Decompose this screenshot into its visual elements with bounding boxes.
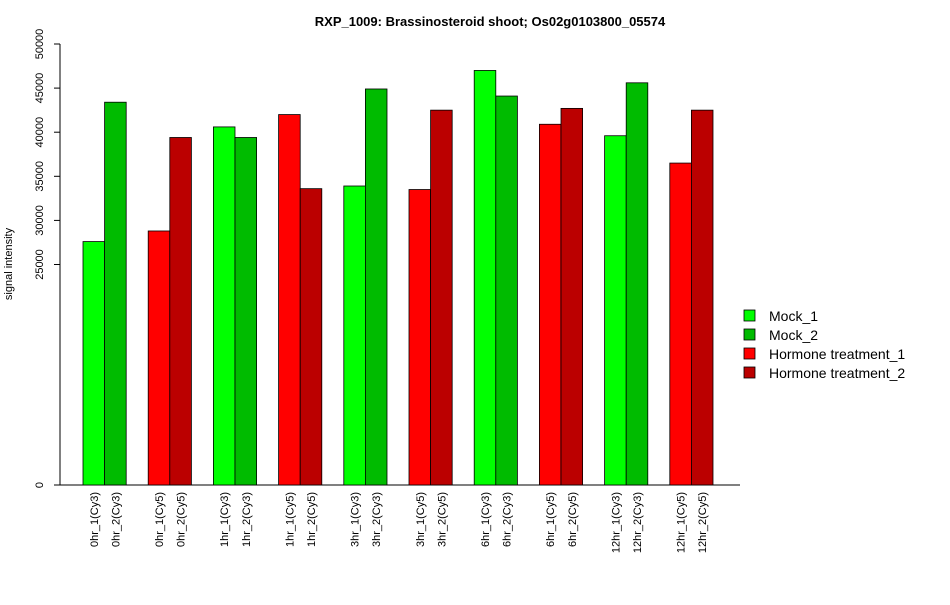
- legend: Mock_1 Mock_2 Hormone treatment_1 Hormone t…: [743, 308, 905, 381]
- category-label: 6hr_2(Cy3): [502, 492, 514, 547]
- y-axis: 0 25000 30000 35000 40000 45000 50000: [34, 29, 61, 488]
- y-tick-label: 45000: [34, 73, 46, 104]
- bar: [430, 109, 453, 486]
- category-label: 3hr_1(Cy3): [350, 492, 362, 547]
- category-label: 12hr_1(Cy3): [610, 492, 622, 553]
- y-tick-label: 25000: [34, 249, 46, 280]
- category-label: 1hr_1(Cy3): [219, 492, 231, 547]
- bar: [604, 135, 627, 486]
- y-tick-label: 40000: [34, 117, 46, 148]
- bar: [169, 137, 192, 486]
- y-axis-label: signal intensity: [3, 227, 15, 300]
- legend-label: Hormone treatment_1: [769, 346, 905, 362]
- bar: [691, 109, 714, 486]
- category-label: 12hr_2(Cy5): [697, 492, 709, 553]
- legend-label: Hormone treatment_2: [769, 365, 905, 381]
- bar: [364, 88, 388, 486]
- bar: [625, 82, 649, 486]
- category-label: 1hr_2(Cy5): [306, 492, 318, 547]
- bar: [408, 189, 432, 486]
- category-label: 0hr_1(Cy3): [89, 492, 101, 547]
- category-label: 0hr_1(Cy5): [154, 492, 166, 547]
- bar: [82, 241, 106, 486]
- legend-label: Mock_1: [769, 308, 818, 324]
- bar: [234, 137, 258, 486]
- category-label: 6hr_2(Cy5): [567, 492, 579, 547]
- category-label: 1hr_1(Cy5): [284, 492, 296, 547]
- bar: [147, 230, 171, 486]
- category-label: 3hr_2(Cy3): [371, 492, 383, 547]
- category-label: 3hr_2(Cy5): [436, 492, 448, 547]
- bar: [560, 107, 584, 486]
- category-label: 6hr_1(Cy5): [545, 492, 557, 547]
- legend-swatch: [743, 347, 756, 360]
- category-label: 1hr_2(Cy3): [241, 492, 253, 547]
- category-label: 6hr_1(Cy3): [480, 492, 492, 547]
- category-label: 12hr_2(Cy3): [632, 492, 644, 553]
- bar: [495, 95, 518, 486]
- category-labels: 0hr_1(Cy3) 0hr_2(Cy3) 0hr_1(Cy5) 0hr_2(Cy5)…: [89, 492, 709, 553]
- bar: [539, 123, 562, 486]
- category-label: 0hr_2(Cy3): [110, 492, 122, 547]
- bar: [343, 185, 366, 486]
- bar: [669, 162, 692, 486]
- legend-label: Mock_2: [769, 327, 818, 343]
- bar: [473, 70, 497, 486]
- category-label: 3hr_1(Cy5): [415, 492, 427, 547]
- legend-swatch: [743, 366, 756, 379]
- bar: [299, 188, 323, 486]
- bars-group: [82, 70, 714, 486]
- bar: [212, 126, 236, 486]
- y-tick-label: 30000: [34, 205, 46, 236]
- category-label: 12hr_1(Cy5): [676, 492, 688, 553]
- legend-swatch: [743, 328, 756, 341]
- y-tick-label: 0: [34, 482, 46, 488]
- y-tick-label: 35000: [34, 161, 46, 192]
- bar: [104, 101, 127, 486]
- chart-title: RXP_1009: Brassinosteroid shoot; Os02g01…: [315, 14, 666, 29]
- legend-swatch: [743, 309, 756, 322]
- category-label: 0hr_2(Cy5): [176, 492, 188, 547]
- bar: [278, 114, 301, 486]
- y-tick-label: 50000: [34, 29, 46, 60]
